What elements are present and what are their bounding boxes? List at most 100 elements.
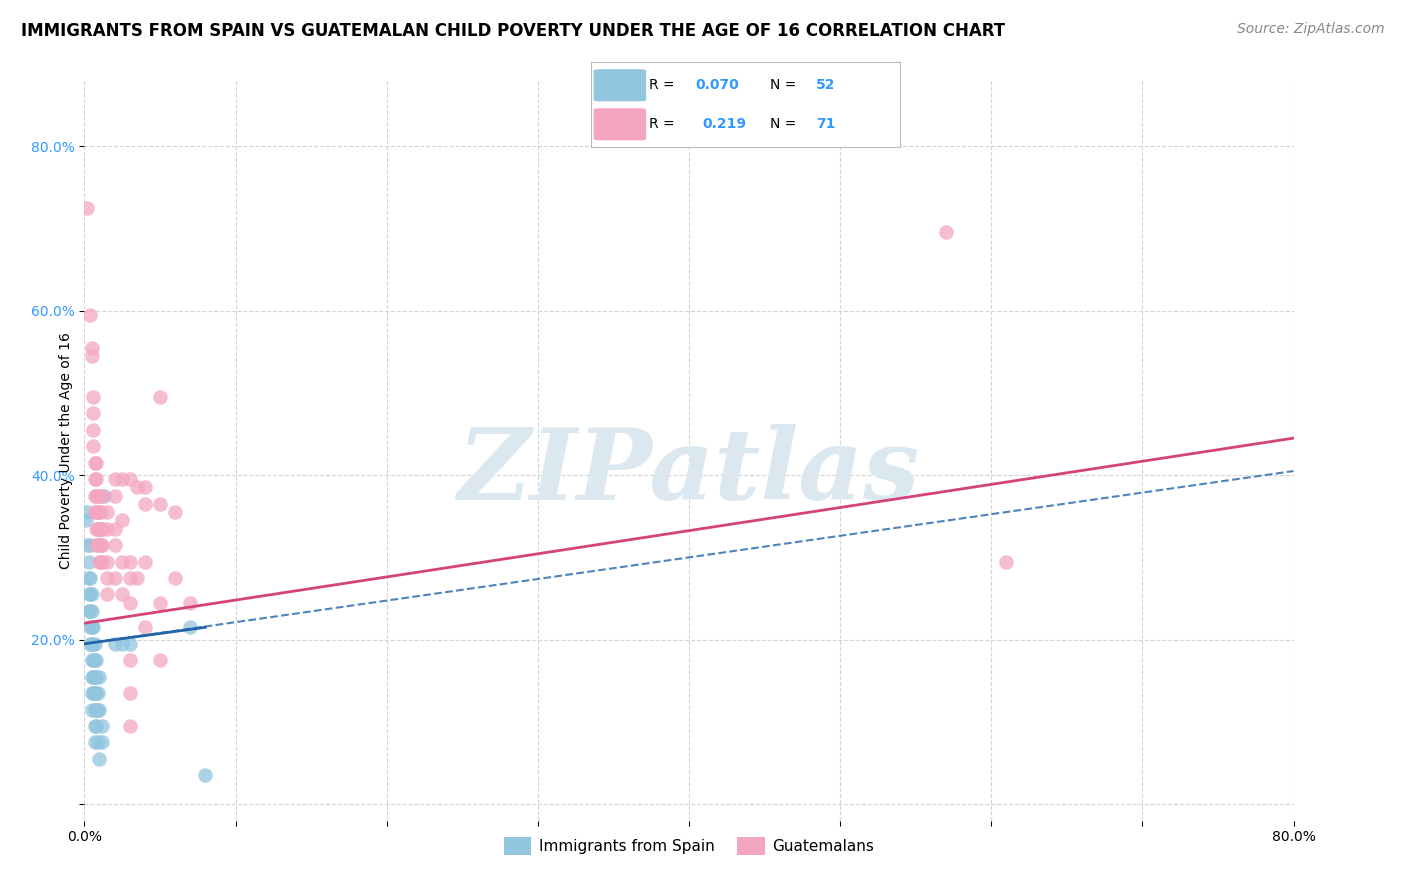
Point [91, 522, 114, 536]
Point [80, 637, 103, 651]
Point [82, 439, 104, 453]
Point [80, 686, 103, 700]
Point [77, 554, 100, 569]
Point [91, 554, 114, 569]
Point [149, 596, 172, 610]
Point [118, 637, 141, 651]
Point [90, 554, 112, 569]
Point [76, 201, 98, 215]
Point [82, 653, 104, 667]
Point [86, 703, 108, 717]
Point [89, 670, 111, 684]
Point [86, 719, 108, 733]
Point [96, 522, 118, 536]
Point [90, 538, 112, 552]
Point [79, 604, 101, 618]
Point [96, 505, 118, 519]
Point [75, 513, 97, 527]
Point [93, 489, 115, 503]
Text: 52: 52 [817, 78, 835, 92]
Text: Source: ZipAtlas.com: Source: ZipAtlas.com [1237, 22, 1385, 37]
Point [84, 670, 107, 684]
Point [118, 472, 141, 486]
Point [149, 497, 172, 511]
Point [134, 497, 156, 511]
Point [104, 637, 127, 651]
Legend: Immigrants from Spain, Guatemalans: Immigrants from Spain, Guatemalans [498, 831, 880, 861]
Point [149, 390, 172, 404]
Text: N =: N = [770, 118, 800, 131]
Point [79, 308, 101, 322]
Text: R =: R = [650, 118, 683, 131]
Point [111, 554, 134, 569]
Point [82, 670, 104, 684]
Point [76, 505, 98, 519]
Point [134, 480, 156, 494]
Point [84, 505, 107, 519]
Text: 0.219: 0.219 [702, 118, 745, 131]
Point [80, 349, 103, 363]
Point [89, 489, 111, 503]
Point [96, 571, 118, 585]
Point [104, 571, 127, 585]
Text: N =: N = [770, 78, 800, 92]
Point [80, 620, 103, 634]
Point [104, 489, 127, 503]
Point [84, 489, 107, 503]
Point [79, 571, 101, 585]
Point [111, 587, 134, 601]
Point [118, 571, 141, 585]
Point [79, 620, 101, 634]
Point [89, 538, 111, 552]
Point [89, 703, 111, 717]
Point [84, 719, 107, 733]
Point [118, 653, 141, 667]
Point [134, 620, 156, 634]
Point [165, 571, 187, 585]
Point [127, 480, 149, 494]
Point [194, 768, 217, 782]
Point [86, 472, 108, 486]
Point [77, 587, 100, 601]
Point [86, 538, 108, 552]
Point [179, 620, 201, 634]
Point [86, 456, 108, 470]
Point [118, 686, 141, 700]
Point [82, 423, 104, 437]
Point [77, 604, 100, 618]
Y-axis label: Child Poverty Under the Age of 16: Child Poverty Under the Age of 16 [59, 332, 73, 569]
Point [86, 686, 108, 700]
Point [90, 522, 112, 536]
Point [89, 522, 111, 536]
Point [91, 538, 114, 552]
Point [84, 472, 107, 486]
Point [86, 489, 108, 503]
Point [79, 637, 101, 651]
Point [149, 653, 172, 667]
Point [179, 596, 201, 610]
Point [82, 620, 104, 634]
Point [134, 554, 156, 569]
Point [87, 735, 110, 749]
Point [77, 571, 100, 585]
Point [89, 554, 111, 569]
Point [118, 719, 141, 733]
Point [82, 686, 104, 700]
Point [91, 719, 114, 733]
Point [87, 703, 110, 717]
Point [935, 226, 957, 240]
Point [96, 554, 118, 569]
FancyBboxPatch shape [593, 108, 647, 140]
Point [87, 505, 110, 519]
Point [165, 505, 187, 519]
Point [86, 653, 108, 667]
Point [111, 472, 134, 486]
Point [80, 653, 103, 667]
Point [82, 390, 104, 404]
Point [87, 538, 110, 552]
Point [84, 637, 107, 651]
Point [118, 554, 141, 569]
Point [86, 522, 108, 536]
Point [76, 538, 98, 552]
Point [104, 538, 127, 552]
